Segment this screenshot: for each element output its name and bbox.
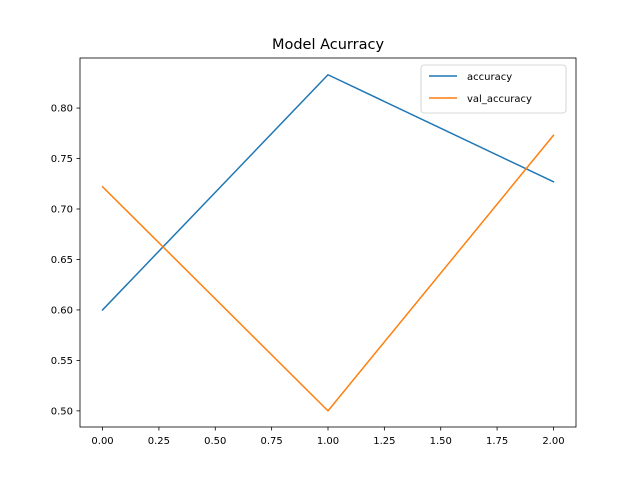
x-tick-label: 0.25	[148, 436, 170, 447]
legend-label: accuracy	[467, 72, 512, 83]
x-tick-label: 2.00	[542, 436, 564, 447]
y-tick-label: 0.70	[51, 205, 73, 216]
plot-area	[101, 74, 555, 412]
legend: accuracy val_accuracy	[420, 64, 567, 114]
y-tick-label: 0.55	[51, 356, 73, 367]
y-tick-label: 0.65	[51, 255, 73, 266]
x-tick-label: 1.00	[317, 436, 339, 447]
series-line-accuracy	[101, 74, 555, 311]
x-tick-label: 1.25	[373, 436, 395, 447]
axes: 0.00 0.25 0.50 0.75 1.00 1.25 1.50 1.75 2.00 0.50…	[51, 57, 577, 447]
y-tick-label: 0.50	[51, 406, 73, 417]
legend-box	[420, 64, 567, 114]
y-tick-label: 0.80	[51, 104, 73, 115]
y-tick-label: 0.75	[51, 154, 73, 165]
x-tick-label: 1.75	[486, 436, 508, 447]
x-tick-label: 1.50	[430, 436, 452, 447]
x-tick-label: 0.00	[91, 436, 113, 447]
y-tick-label: 0.60	[51, 306, 73, 317]
x-tick-label: 0.75	[261, 436, 283, 447]
series-line-val-accuracy	[101, 134, 555, 412]
chart-title: Model Acurracy	[272, 37, 384, 53]
legend-label: val_accuracy	[467, 94, 532, 105]
x-tick-label: 0.50	[204, 436, 226, 447]
